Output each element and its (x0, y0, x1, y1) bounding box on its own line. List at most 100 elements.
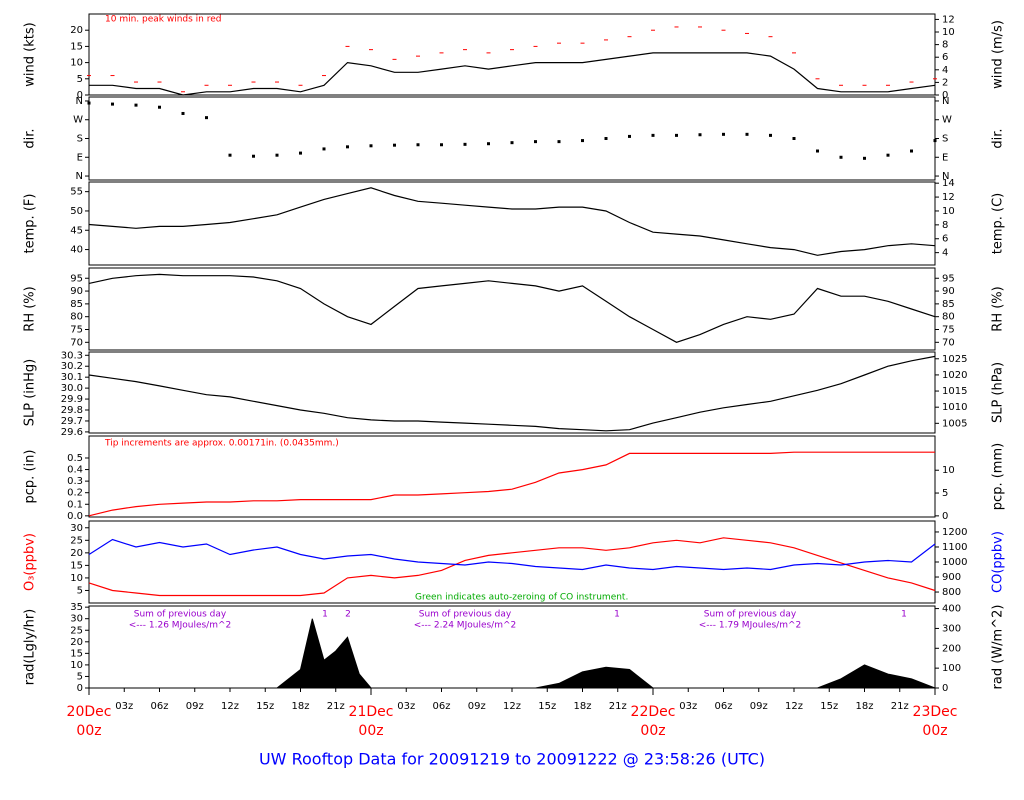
y-tick-label: 0.1 (67, 499, 83, 510)
point (816, 149, 819, 153)
annotation: Sum of previous day (134, 610, 227, 620)
y-tick-label: N (76, 171, 83, 182)
y-tick-label: 29.7 (61, 416, 83, 427)
x-tick-label: 18z (292, 701, 310, 712)
annotation: Sum of previous day (419, 610, 512, 620)
y2-tick-label: 1100 (942, 542, 967, 553)
line (88, 355, 936, 432)
annotation: 2 (345, 610, 351, 620)
panel-frame (88, 181, 936, 266)
y-tick-label: 80 (70, 312, 83, 323)
y-tick-label: 0.0 (67, 511, 83, 522)
panel-frame (88, 435, 936, 518)
point (557, 140, 561, 144)
y2-tick-label: 5 (942, 488, 948, 499)
y-tick-label: 30.1 (61, 372, 83, 383)
y2-tick-label: 900 (942, 572, 961, 583)
x-tick-label: 03z (115, 701, 133, 712)
y-tick-label: 29.6 (61, 427, 83, 438)
y-tick-label: 75 (70, 325, 83, 336)
point (910, 149, 913, 153)
annotation: <--- 2.24 MJoules/m^2 (414, 621, 516, 631)
y2-tick-label: E (942, 152, 948, 163)
y-tick-label: 25 (70, 625, 83, 636)
y2-tick-label: 95 (942, 273, 955, 284)
annotation: 1 (901, 610, 907, 620)
line (88, 538, 936, 571)
y-axis-label: dir. (23, 128, 38, 148)
y-tick-label: 50 (70, 206, 83, 217)
x-tick-label: 09z (750, 701, 768, 712)
point (440, 143, 443, 147)
x-tick-label: 06z (151, 701, 169, 712)
point (416, 143, 420, 147)
y-tick-label: 95 (70, 273, 83, 284)
panel-frame (88, 96, 936, 181)
y2-tick-label: 4 (942, 248, 948, 259)
y2-axis-label: SLP (hPa) (991, 362, 1006, 423)
y-tick-label: 15 (70, 41, 83, 52)
y2-tick-label: 1015 (942, 386, 967, 397)
line (88, 537, 936, 597)
y2-axis-label: temp. (C) (991, 193, 1006, 255)
x-tick-label: 12z (503, 701, 521, 712)
y-axis-label: wind (kts) (23, 22, 38, 86)
y2-axis-label: wind (m/s) (991, 20, 1006, 89)
y2-tick-label: 12 (942, 192, 955, 203)
point (628, 134, 631, 138)
point (181, 111, 185, 115)
y2-tick-label: 1025 (942, 354, 967, 365)
y2-tick-label: 200 (942, 643, 961, 654)
y2-tick-label: 1200 (942, 527, 967, 538)
x-tick-label: 18z (574, 701, 592, 712)
point (369, 144, 373, 148)
panel-frame (88, 13, 936, 96)
date-label: 23Dec (913, 704, 958, 720)
x-tick-label: 12z (785, 701, 803, 712)
x-tick-label: 21z (327, 701, 345, 712)
y-tick-label: 0.2 (67, 488, 83, 499)
chart-title: UW Rooftop Data for 20091219 to 20091222… (259, 750, 765, 769)
y2-tick-label: 1005 (942, 418, 967, 429)
y2-axis-label: pcp. (mm) (991, 443, 1006, 510)
point (534, 140, 537, 144)
y2-tick-label: 85 (942, 299, 955, 310)
annotation: Tip increments are approx. 0.00171in. (0… (104, 439, 339, 449)
y2-axis-label: rad (W/m^2) (991, 605, 1006, 690)
panel-frame (88, 267, 936, 351)
y-tick-label: 0 (77, 90, 83, 101)
line (88, 451, 935, 517)
point (228, 153, 232, 157)
point (651, 133, 655, 137)
y2-tick-label: 10 (942, 206, 955, 217)
y2-tick-label: 1010 (942, 402, 967, 413)
y-tick-label: 5 (77, 671, 83, 682)
y-axis-label: pcp. (in) (23, 450, 38, 504)
y-tick-label: 15 (70, 648, 83, 659)
y2-tick-label: 100 (942, 663, 961, 674)
point (839, 155, 843, 159)
y-tick-label: 20 (70, 548, 83, 559)
y-tick-label: 55 (70, 187, 83, 198)
point (722, 132, 725, 136)
point (393, 143, 396, 147)
x-tick-label: 15z (538, 701, 556, 712)
y-tick-label: 10 (70, 660, 83, 671)
x-tick-label: 00z (76, 723, 101, 739)
point (252, 154, 255, 158)
point (698, 133, 702, 137)
x-tick-label: 15z (820, 701, 838, 712)
y-tick-label: 15 (70, 560, 83, 571)
y-tick-label: 25 (70, 535, 83, 546)
y-tick-label: 0 (77, 683, 83, 694)
y2-tick-label: 10 (942, 465, 955, 476)
y2-tick-label: 6 (942, 234, 948, 245)
y-tick-label: 0.4 (67, 465, 83, 476)
x-tick-label: 09z (186, 701, 204, 712)
point (792, 137, 796, 140)
y-tick-label: 20 (70, 637, 83, 648)
date-label: 22Dec (631, 704, 676, 720)
x-tick-label: 09z (468, 701, 486, 712)
annotation: <--- 1.79 MJoules/m^2 (699, 621, 801, 631)
y-tick-label: 0.5 (67, 453, 83, 464)
